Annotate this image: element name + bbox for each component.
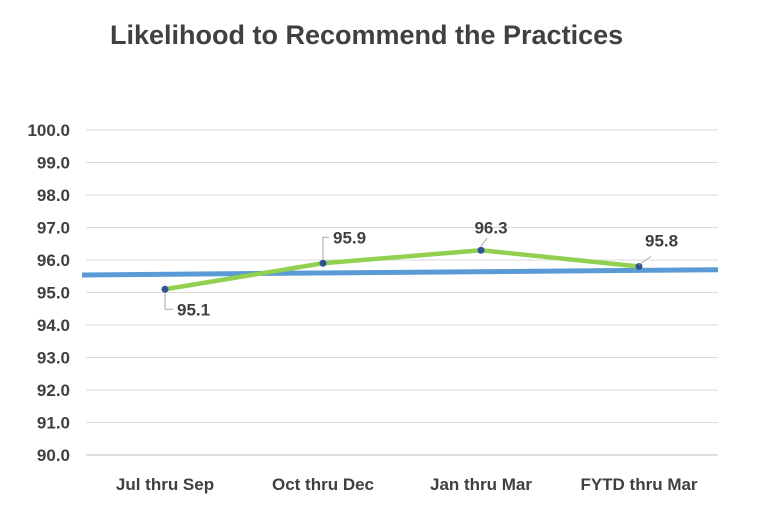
data-label: 95.8	[645, 232, 678, 251]
y-tick-label: 92.0	[37, 381, 70, 400]
chart-title: Likelihood to Recommend the Practices	[110, 20, 624, 50]
y-tick-label: 90.0	[37, 446, 70, 465]
y-tick-label: 99.0	[37, 154, 70, 173]
y-tick-label: 96.0	[37, 251, 70, 270]
y-axis-ticks: 100.0 99.0 98.0 97.0 96.0 95.0 94.0 93.0 92.0 91.…	[27, 121, 70, 465]
gridlines	[86, 129, 718, 456]
data-label: 95.9	[333, 228, 366, 247]
data-point	[319, 259, 327, 267]
label-leader-line	[638, 256, 652, 265]
y-tick-label: 100.0	[27, 121, 70, 140]
x-category-label: Jan thru Mar	[430, 475, 532, 494]
trend-series	[81, 267, 719, 278]
main-series	[161, 246, 643, 293]
y-tick-label: 93.0	[37, 349, 70, 368]
y-tick-label: 94.0	[37, 316, 70, 335]
data-label: 96.3	[474, 218, 507, 237]
x-category-label: Oct thru Dec	[272, 475, 374, 494]
y-tick-label: 97.0	[37, 219, 70, 238]
data-label: 95.1	[177, 300, 210, 319]
label-leader-line	[164, 293, 173, 310]
data-labels: 95.1 95.9 96.3 95.8	[164, 218, 678, 319]
data-point	[635, 263, 643, 270]
y-tick-label: 91.0	[37, 414, 70, 433]
x-category-label: Jul thru Sep	[116, 475, 214, 494]
series-line	[164, 248, 640, 292]
y-tick-label: 98.0	[37, 186, 70, 205]
y-tick-label: 95.0	[37, 284, 70, 303]
data-point	[477, 246, 485, 254]
x-category-label: FYTD thru Mar	[580, 475, 697, 494]
label-leader-line	[322, 236, 329, 260]
label-leader-line	[480, 237, 488, 247]
x-axis-categories: Jul thru Sep Oct thru Dec Jan thru Mar FYTD…	[116, 475, 698, 494]
data-point	[161, 285, 169, 293]
trend-line	[81, 267, 719, 278]
